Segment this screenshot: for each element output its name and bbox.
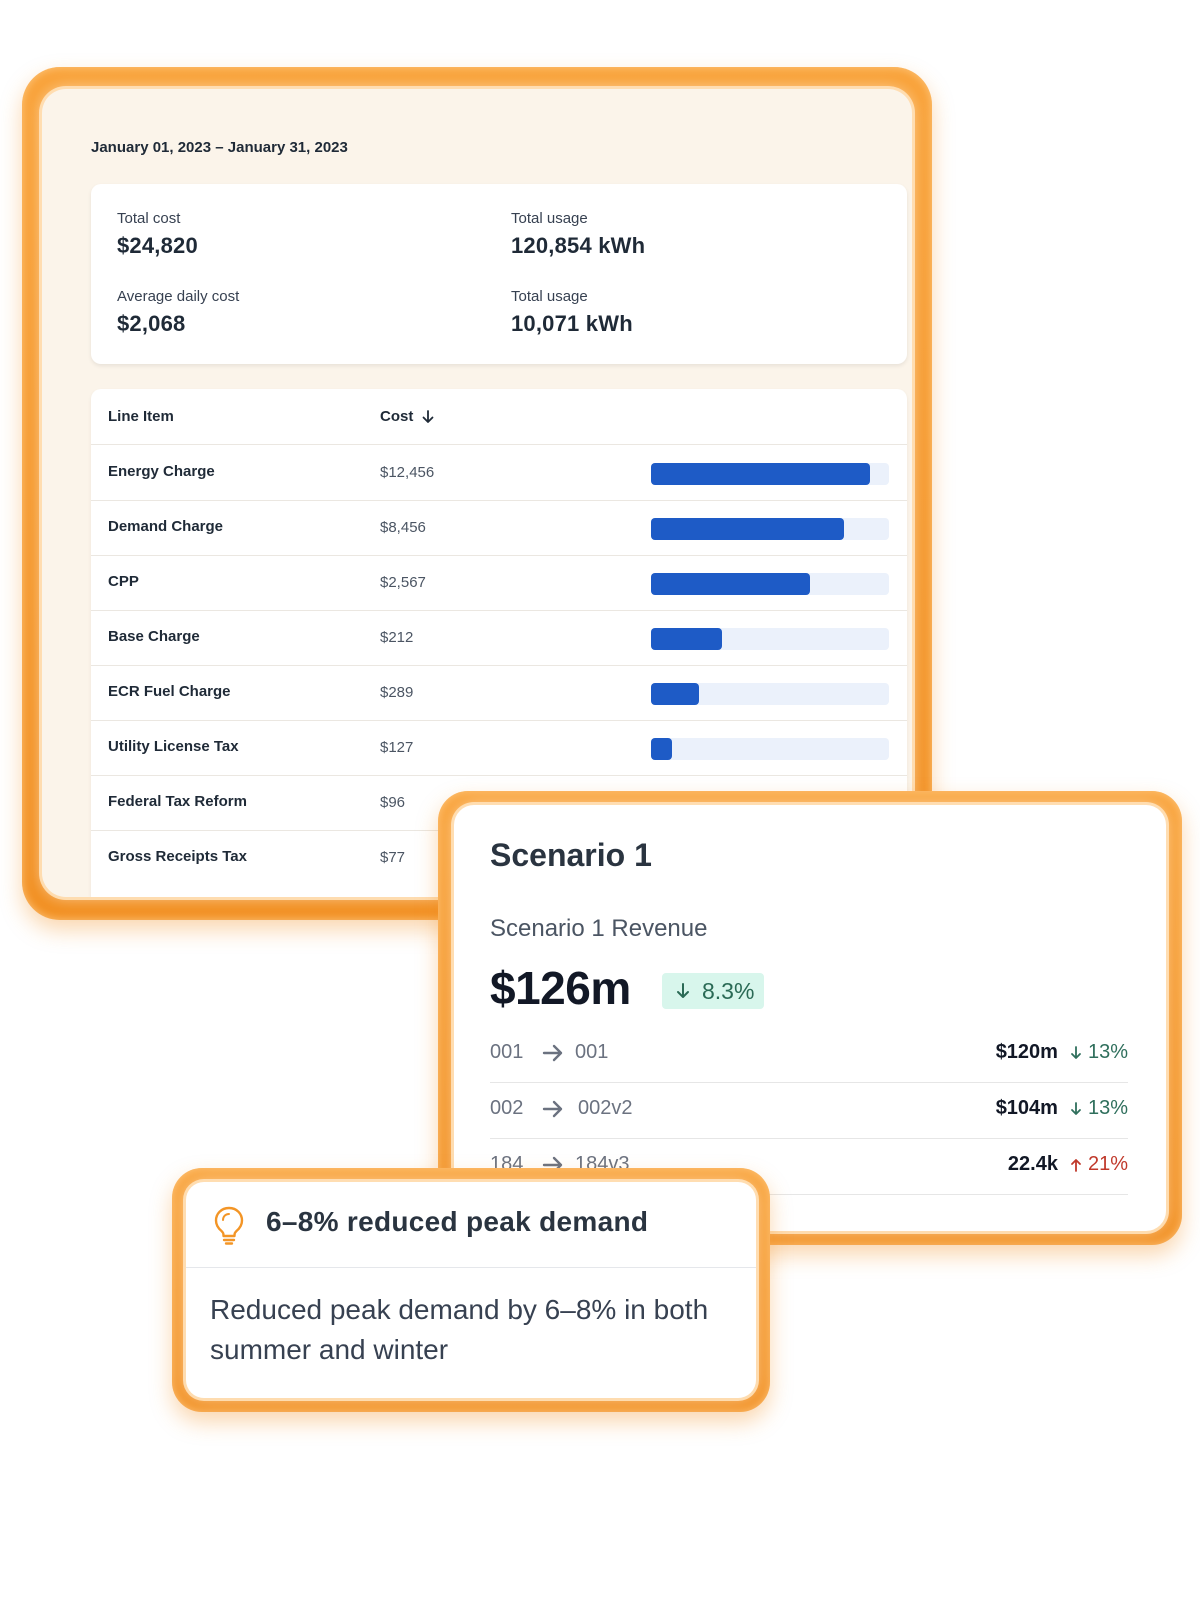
row-change-value: 21% xyxy=(1087,1153,1128,1175)
line-item-cost: $289 xyxy=(380,684,414,701)
line-item-cost: $2,567 xyxy=(380,574,426,591)
line-item-name: ECR Fuel Charge xyxy=(108,683,231,700)
line-item-cost: $8,456 xyxy=(380,519,426,536)
row-change: 13% xyxy=(1070,1041,1128,1064)
table-row: Base Charge $212 xyxy=(91,610,907,666)
bill-card: January 01, 2023 – January 31, 2023 Tota… xyxy=(42,89,912,897)
stat-label: Total usage xyxy=(511,288,588,305)
scenario-revenue-value: $126m xyxy=(490,962,631,1014)
table-row: Utility License Tax $127 xyxy=(91,720,907,776)
bill-card-frame: January 01, 2023 – January 31, 2023 Tota… xyxy=(22,67,932,920)
cost-bar xyxy=(651,573,811,595)
line-item-name: Base Charge xyxy=(108,628,200,645)
rate-code-to: 002v2 xyxy=(578,1097,633,1119)
column-header-cost[interactable]: Cost xyxy=(380,408,435,425)
table-row: Demand Charge $8,456 xyxy=(91,500,907,556)
cost-bar-track xyxy=(651,738,889,760)
insight-title: 6–8% reduced peak demand xyxy=(266,1206,649,1237)
line-item-name: Energy Charge xyxy=(108,463,215,480)
row-change-value: 13% xyxy=(1087,1041,1128,1063)
cost-bar xyxy=(651,628,723,650)
insight-card: 6–8% reduced peak demand Reduced peak de… xyxy=(186,1182,756,1398)
row-change: 13% xyxy=(1070,1097,1128,1120)
cost-bar-track xyxy=(651,518,889,540)
scenario-row[interactable]: 002 002v2 $104m 13% xyxy=(490,1083,1128,1139)
cost-bar xyxy=(651,738,673,760)
arrow-down-icon xyxy=(422,409,434,423)
line-item-cost: $212 xyxy=(380,629,414,646)
arrow-right-icon xyxy=(542,1044,563,1062)
line-item-cost: $96 xyxy=(380,794,406,811)
cost-bar xyxy=(651,463,870,485)
row-change: 21% xyxy=(1070,1153,1128,1176)
scenario-title: Scenario 1 xyxy=(490,837,652,873)
arrow-up-icon xyxy=(1071,1158,1081,1172)
stat-value: $2,068 xyxy=(117,311,186,336)
line-item-name: Utility License Tax xyxy=(108,738,239,755)
table-row: ECR Fuel Charge $289 xyxy=(91,665,907,721)
rate-code-from: 001 xyxy=(490,1041,524,1063)
cost-bar-track xyxy=(651,683,889,705)
line-item-cost: $127 xyxy=(380,739,414,756)
table-row: Energy Charge $12,456 xyxy=(91,445,907,501)
stat-value: 120,854 kWh xyxy=(511,233,646,258)
cost-bar-track xyxy=(651,628,889,650)
stat-average-daily-cost: Average daily cost $2,068 xyxy=(117,288,239,337)
lightbulb-icon xyxy=(214,1206,244,1245)
line-item-name: Federal Tax Reform xyxy=(108,793,247,810)
bill-summary: Total cost $24,820 Total usage 120,854 k… xyxy=(91,184,907,364)
stat-total-usage: Total usage 120,854 kWh xyxy=(511,210,645,259)
stat-label: Total usage xyxy=(511,210,588,227)
stat-label: Total cost xyxy=(117,210,181,227)
stat-total-cost: Total cost $24,820 xyxy=(117,210,198,259)
column-header-line-item[interactable]: Line Item xyxy=(108,408,174,425)
row-amount: $120m xyxy=(995,1041,1058,1063)
arrow-right-icon xyxy=(542,1100,563,1118)
stat-total-usage-daily: Total usage 10,071 kWh xyxy=(511,288,633,337)
scenario-subtitle: Scenario 1 Revenue xyxy=(490,915,708,942)
line-item-name: Gross Receipts Tax xyxy=(108,848,247,865)
arrow-down-icon xyxy=(1071,1045,1081,1059)
rate-code-from: 002 xyxy=(490,1097,524,1119)
line-item-cost: $77 xyxy=(380,849,406,866)
rate-code-to: 001 xyxy=(575,1041,609,1063)
stat-value: $24,820 xyxy=(117,233,198,258)
date-range: January 01, 2023 – January 31, 2023 xyxy=(91,139,348,156)
row-metrics: $104m 13% xyxy=(996,1097,1128,1120)
line-item-name: Demand Charge xyxy=(108,518,224,535)
line-item-name: CPP xyxy=(108,573,139,590)
row-amount: $104m xyxy=(995,1097,1058,1119)
scenario-row[interactable]: 001 001 $120m 13% xyxy=(490,1027,1128,1083)
row-change-value: 13% xyxy=(1087,1097,1128,1119)
insight-description: Reduced peak demand by 6–8% in both summ… xyxy=(210,1294,709,1365)
row-metrics: 22.4k 21% xyxy=(1008,1153,1128,1176)
line-item-cost: $12,456 xyxy=(380,464,435,481)
table-row: CPP $2,567 xyxy=(91,555,907,611)
row-metrics: $120m 13% xyxy=(996,1041,1128,1064)
column-header-cost-label: Cost xyxy=(380,408,414,425)
cost-bar-track xyxy=(651,573,889,595)
table-header: Line Item Cost xyxy=(91,389,907,445)
stat-label: Average daily cost xyxy=(117,288,240,305)
cost-bar-track xyxy=(651,463,889,485)
stat-value: 10,071 kWh xyxy=(511,311,633,336)
arrow-down-icon xyxy=(677,983,689,998)
row-amount: 22.4k xyxy=(1007,1153,1058,1175)
change-badge: 8.3% xyxy=(662,973,765,1009)
change-badge-value: 8.3% xyxy=(702,977,755,1004)
cost-bar xyxy=(651,518,844,540)
insight-header: 6–8% reduced peak demand xyxy=(186,1182,756,1268)
cost-bar xyxy=(651,683,699,705)
insight-card-frame: 6–8% reduced peak demand Reduced peak de… xyxy=(172,1168,770,1412)
arrow-down-icon xyxy=(1071,1101,1081,1115)
